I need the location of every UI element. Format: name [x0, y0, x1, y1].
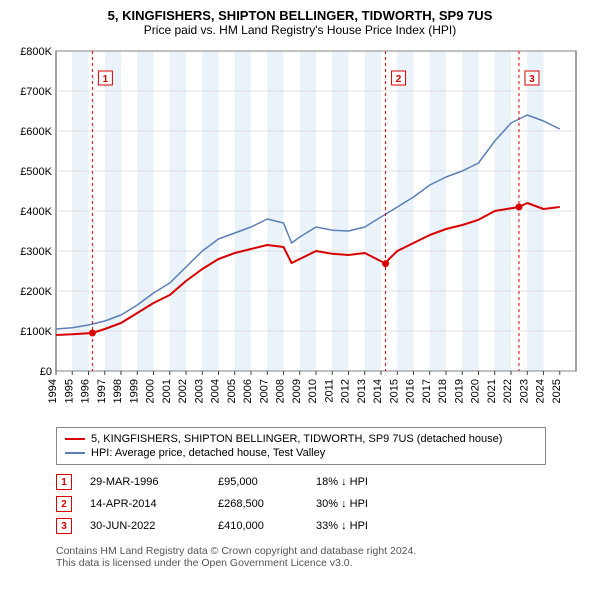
sale-date: 29-MAR-1996	[90, 476, 200, 488]
svg-text:2: 2	[396, 74, 402, 85]
chart-svg: £0 £100K £200K £300K £400K £500K £600K £700K £80…	[8, 41, 592, 421]
svg-text:2017: 2017	[421, 379, 433, 403]
svg-text:2016: 2016	[405, 379, 417, 403]
svg-text:2019: 2019	[453, 379, 465, 403]
sale-price: £268,500	[218, 498, 298, 510]
svg-text:2013: 2013	[356, 379, 368, 403]
svg-text:2001: 2001	[161, 379, 173, 403]
sale-marker-box: 3	[56, 518, 72, 534]
sale-row: 2 14-APR-2014 £268,500 30% ↓ HPI	[56, 493, 592, 515]
sales-table: 1 29-MAR-1996 £95,000 18% ↓ HPI 2 14-APR-2014…	[56, 471, 592, 537]
sale-marker-box: 1	[56, 474, 72, 490]
svg-text:1998: 1998	[112, 379, 124, 403]
svg-text:2024: 2024	[535, 379, 547, 403]
chart-title-block: 5, KINGFISHERS, SHIPTON BELLINGER, TIDWO…	[8, 8, 592, 37]
sale-row: 1 29-MAR-1996 £95,000 18% ↓ HPI	[56, 471, 592, 493]
svg-text:£0: £0	[40, 366, 52, 378]
sale-diff: 18% ↓ HPI	[316, 476, 406, 488]
sale-date: 30-JUN-2022	[90, 520, 200, 532]
svg-text:1994: 1994	[47, 379, 59, 403]
title-line2: Price paid vs. HM Land Registry's House …	[8, 23, 592, 37]
legend-item: HPI: Average price, detached house, Test…	[65, 446, 537, 460]
legend-swatch	[65, 438, 85, 440]
svg-text:2021: 2021	[486, 379, 498, 403]
legend-item: 5, KINGFISHERS, SHIPTON BELLINGER, TIDWO…	[65, 432, 537, 446]
svg-text:1995: 1995	[63, 379, 75, 403]
svg-text:2008: 2008	[275, 379, 287, 403]
svg-text:2012: 2012	[340, 379, 352, 403]
sale-diff: 30% ↓ HPI	[316, 498, 406, 510]
svg-text:2009: 2009	[291, 379, 303, 403]
svg-text:2010: 2010	[307, 379, 319, 403]
footer-line1: Contains HM Land Registry data © Crown c…	[56, 545, 592, 557]
svg-text:£500K: £500K	[20, 166, 52, 178]
svg-text:£200K: £200K	[20, 286, 52, 298]
sale-row: 3 30-JUN-2022 £410,000 33% ↓ HPI	[56, 515, 592, 537]
legend-swatch	[65, 452, 85, 454]
svg-text:£400K: £400K	[20, 206, 52, 218]
svg-text:2018: 2018	[437, 379, 449, 403]
svg-text:2022: 2022	[502, 379, 514, 403]
svg-text:£700K: £700K	[20, 86, 52, 98]
svg-text:2000: 2000	[145, 379, 157, 403]
svg-text:£300K: £300K	[20, 246, 52, 258]
svg-text:2023: 2023	[518, 379, 530, 403]
svg-text:2014: 2014	[372, 379, 384, 403]
sale-date: 14-APR-2014	[90, 498, 200, 510]
svg-text:2011: 2011	[323, 379, 335, 403]
svg-text:1999: 1999	[128, 379, 140, 403]
sale-diff: 33% ↓ HPI	[316, 520, 406, 532]
svg-text:2004: 2004	[210, 379, 222, 403]
svg-text:£600K: £600K	[20, 126, 52, 138]
svg-text:£100K: £100K	[20, 326, 52, 338]
svg-text:3: 3	[529, 74, 535, 85]
svg-text:2003: 2003	[193, 379, 205, 403]
svg-text:2015: 2015	[388, 379, 400, 403]
svg-text:2020: 2020	[470, 379, 482, 403]
footer: Contains HM Land Registry data © Crown c…	[56, 545, 592, 569]
svg-text:2002: 2002	[177, 379, 189, 403]
svg-text:£800K: £800K	[20, 46, 52, 58]
legend: 5, KINGFISHERS, SHIPTON BELLINGER, TIDWO…	[56, 427, 546, 465]
sale-price: £410,000	[218, 520, 298, 532]
svg-text:1997: 1997	[96, 379, 108, 403]
footer-line2: This data is licensed under the Open Gov…	[56, 557, 592, 569]
svg-text:1996: 1996	[80, 379, 92, 403]
sale-price: £95,000	[218, 476, 298, 488]
svg-text:2007: 2007	[258, 379, 270, 403]
sale-marker-box: 2	[56, 496, 72, 512]
svg-text:2006: 2006	[242, 379, 254, 403]
title-line1: 5, KINGFISHERS, SHIPTON BELLINGER, TIDWO…	[8, 8, 592, 23]
svg-text:1: 1	[103, 74, 109, 85]
svg-text:2025: 2025	[551, 379, 563, 403]
price-chart: £0 £100K £200K £300K £400K £500K £600K £700K £80…	[8, 41, 592, 421]
svg-text:2005: 2005	[226, 379, 238, 403]
legend-label: 5, KINGFISHERS, SHIPTON BELLINGER, TIDWO…	[91, 433, 502, 445]
legend-label: HPI: Average price, detached house, Test…	[91, 447, 325, 459]
